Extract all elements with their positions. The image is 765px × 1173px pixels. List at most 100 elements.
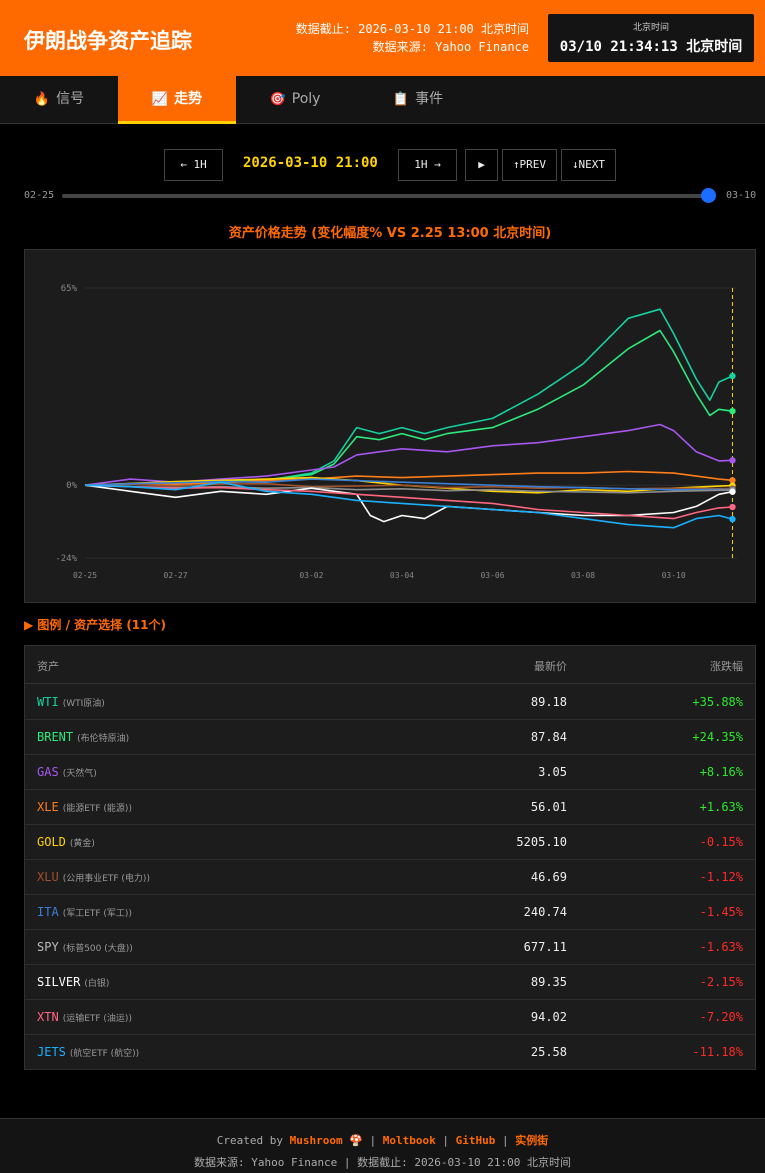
asset-table: 资产 最新价 涨跌幅 WTI (WTI原油) 89.18 +35.88% BRENT (布…	[24, 645, 756, 1070]
footer-credits: Created by Mushroom 🍄 | Moltbook | GitHu…	[216, 1134, 549, 1147]
prev-hour-button[interactable]: ← 1H	[164, 149, 223, 181]
chart-icon: 📈	[151, 92, 169, 107]
tab-poly[interactable]: 🎯 Poly	[236, 76, 354, 124]
table-row[interactable]: SILVER (白银) 89.35 -2.15%	[25, 965, 755, 1000]
end-point-gas	[729, 457, 736, 464]
end-point-wti	[729, 372, 736, 380]
tab-label: 事件	[415, 91, 444, 107]
example-link[interactable]: 实例街	[515, 1134, 549, 1147]
author-link[interactable]: Mushroom 🍄	[289, 1134, 363, 1147]
time-slider-track[interactable]	[62, 194, 708, 198]
slider-start-label: 02-25	[24, 190, 55, 201]
tab-events[interactable]: 📋 事件	[354, 76, 482, 124]
asset-price: 87.84	[530, 730, 567, 744]
y-tick-label: 65%	[61, 284, 78, 294]
symbol-text: GOLD	[37, 835, 66, 849]
end-point-silver	[729, 488, 736, 495]
footer: Created by Mushroom 🍄 | Moltbook | GitHu…	[0, 1118, 765, 1173]
next-button[interactable]: ↓NEXT	[561, 149, 616, 181]
created-by: Created by	[216, 1134, 283, 1147]
asset-desc: (WTI原油)	[62, 699, 105, 709]
asset-price: 5205.10	[516, 835, 567, 849]
asset-symbol: GAS (天然气)	[37, 765, 97, 779]
header-meta: 数据截止: 2026-03-10 21:00 北京时间 数据来源: Yahoo …	[296, 20, 529, 56]
asset-desc: (能源ETF (能源))	[62, 804, 132, 814]
asset-change: -7.20%	[699, 1010, 743, 1024]
end-point-xtn	[729, 503, 736, 511]
chart-svg: 65% 0% -24% 02-25 02-27 03-02 03-04 03-06 03-08 0…	[55, 284, 737, 580]
end-point-xle	[729, 477, 736, 484]
header-price: 最新价	[534, 660, 567, 673]
table-row[interactable]: XTN (运输ETF (油运)) 94.02 -7.20%	[25, 1000, 755, 1035]
asset-symbol: XTN (运输ETF (油运))	[37, 1010, 132, 1024]
asset-change: -11.18%	[692, 1045, 743, 1059]
x-tick-label: 03-06	[480, 571, 504, 580]
y-tick-label: -24%	[55, 554, 77, 564]
asset-change: -0.15%	[699, 835, 743, 849]
price-trend-chart: 65% 0% -24% 02-25 02-27 03-02 03-04 03-06 03-08 0…	[24, 249, 756, 603]
symbol-text: JETS	[37, 1045, 66, 1059]
table-row[interactable]: WTI (WTI原油) 89.18 +35.88%	[25, 685, 755, 720]
table-row[interactable]: GOLD (黄金) 5205.10 -0.15%	[25, 825, 755, 860]
beijing-clock: 北京时间 03/10 21:34:13 北京时间	[548, 14, 754, 62]
time-slider-thumb[interactable]	[701, 188, 716, 203]
table-row[interactable]: XLU (公用事业ETF (电力)) 46.69 -1.12%	[25, 860, 755, 895]
tab-signal[interactable]: 🔥 信号	[0, 76, 118, 124]
asset-price: 240.74	[523, 905, 567, 919]
slider-end-label: 03-10	[726, 190, 757, 201]
asset-price: 25.58	[530, 1045, 567, 1059]
series-line-brent	[84, 329, 733, 486]
prev-button[interactable]: ↑PREV	[502, 149, 557, 181]
tab-trend[interactable]: 📈 走势	[118, 76, 236, 124]
table-header: 资产 最新价 涨跌幅	[25, 646, 755, 684]
asset-symbol: SPY (标普500 (大盘))	[37, 940, 133, 954]
asset-desc: (军工ETF (军工))	[62, 909, 132, 919]
table-row[interactable]: ITA (军工ETF (军工)) 240.74 -1.45%	[25, 895, 755, 930]
end-point-brent	[729, 407, 736, 415]
x-tick-label: 03-04	[390, 571, 414, 580]
series-line-wti	[84, 308, 733, 486]
app-title: 伊朗战争资产追踪	[24, 29, 192, 53]
asset-desc: (白银)	[84, 979, 110, 989]
asset-symbol: BRENT (布伦特原油)	[37, 730, 129, 744]
asset-symbol: XLE (能源ETF (能源))	[37, 800, 132, 814]
asset-symbol: WTI (WTI原油)	[37, 695, 105, 709]
asset-symbol: SILVER (白银)	[37, 975, 109, 989]
clock-label: 北京时间	[632, 23, 669, 33]
asset-symbol: ITA (军工ETF (军工))	[37, 905, 132, 919]
data-source: 数据来源: Yahoo Finance	[372, 40, 529, 54]
table-row[interactable]: BRENT (布伦特原油) 87.84 +24.35%	[25, 720, 755, 755]
github-link[interactable]: GitHub	[455, 1134, 496, 1147]
moltbook-link[interactable]: Moltbook	[382, 1134, 436, 1147]
data-cutoff: 数据截止: 2026-03-10 21:00 北京时间	[295, 22, 529, 36]
symbol-text: WTI	[37, 695, 59, 709]
play-button[interactable]: ▶	[465, 149, 498, 181]
next-hour-button[interactable]: 1H →	[398, 149, 457, 181]
y-tick-label: 0%	[66, 481, 77, 491]
table-row[interactable]: SPY (标普500 (大盘)) 677.11 -1.63%	[25, 930, 755, 965]
asset-change: +1.63%	[699, 800, 743, 814]
asset-price: 89.35	[530, 975, 567, 989]
tab-bar: 🔥 信号 📈 走势 🎯 Poly 📋 事件	[0, 76, 765, 124]
clock-time: 03/10 21:34:13 北京时间	[559, 39, 743, 55]
asset-desc: (公用事业ETF (电力))	[62, 874, 150, 884]
legend-toggle[interactable]: ▶ 图例 / 资产选择 (11个)	[24, 618, 166, 632]
header-change: 涨跌幅	[710, 660, 743, 673]
series-line-xle	[84, 470, 733, 486]
table-row[interactable]: GAS (天然气) 3.05 +8.16%	[25, 755, 755, 790]
table-row[interactable]: JETS (航空ETF (航空)) 25.58 -11.18%	[25, 1035, 755, 1070]
end-point-jets	[729, 515, 736, 523]
x-tick-label: 02-27	[164, 571, 188, 580]
asset-symbol: XLU (公用事业ETF (电力))	[37, 870, 150, 884]
symbol-text: BRENT	[37, 730, 74, 744]
tab-label: 信号	[56, 91, 85, 107]
symbol-text: GAS	[37, 765, 59, 779]
header: 伊朗战争资产追踪 数据截止: 2026-03-10 21:00 北京时间 数据来…	[0, 0, 765, 76]
asset-price: 94.02	[530, 1010, 567, 1024]
target-icon: 🎯	[269, 92, 286, 107]
asset-desc: (布伦特原油)	[77, 734, 130, 744]
table-row[interactable]: XLE (能源ETF (能源)) 56.01 +1.63%	[25, 790, 755, 825]
asset-desc: (标普500 (大盘))	[62, 944, 133, 954]
symbol-text: ITA	[37, 905, 59, 919]
header-asset: 资产	[37, 660, 59, 673]
